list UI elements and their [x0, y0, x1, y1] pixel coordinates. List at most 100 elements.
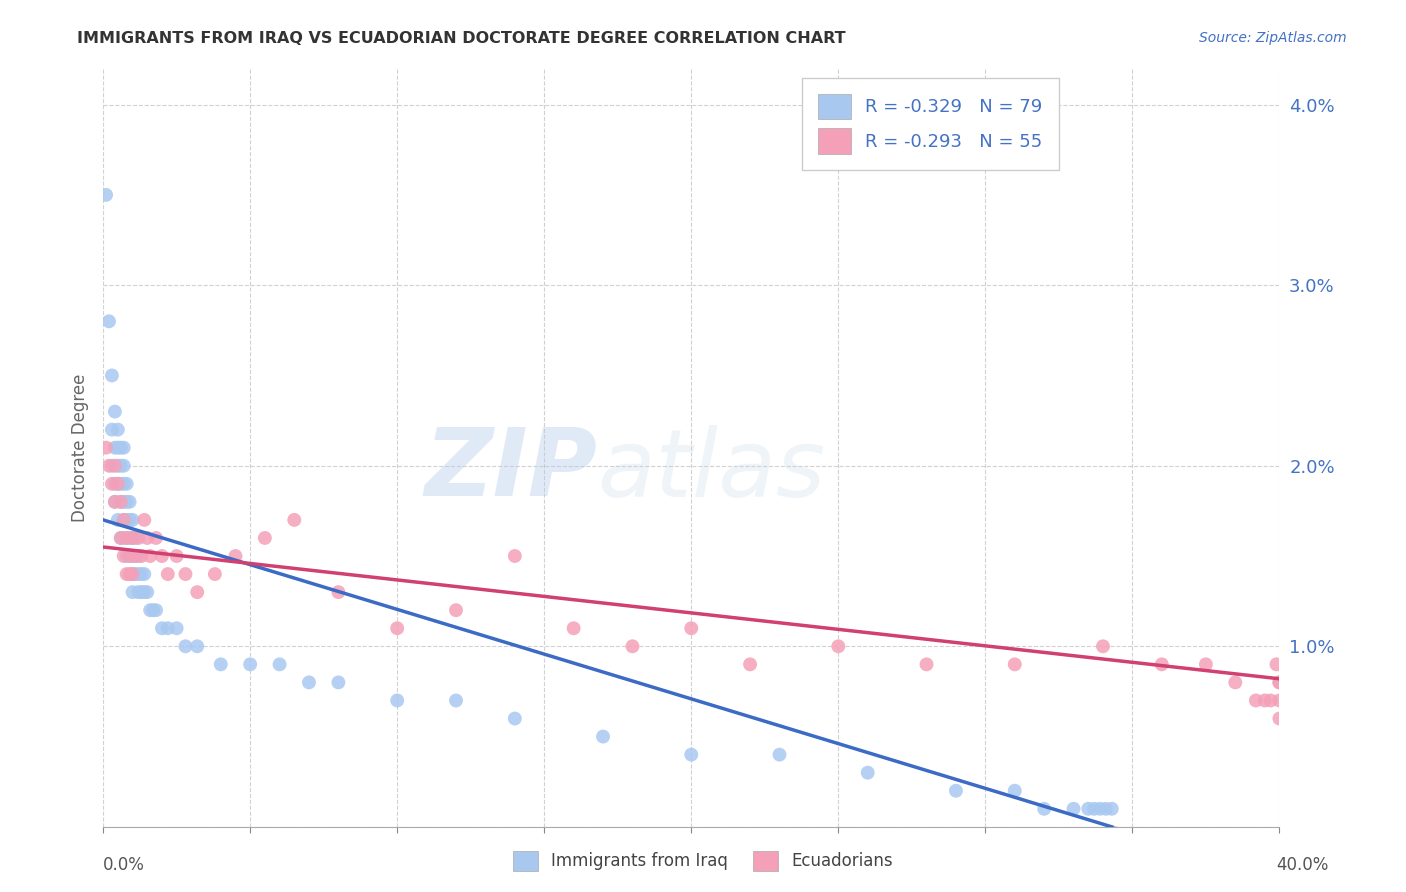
- Point: [283, 513, 305, 527]
- Point: [156, 567, 179, 582]
- Point: [444, 603, 467, 617]
- Point: [115, 549, 138, 563]
- Point: [150, 621, 173, 635]
- Point: [592, 730, 614, 744]
- Point: [107, 513, 129, 527]
- Point: [104, 495, 127, 509]
- Point: [136, 531, 159, 545]
- Text: 40.0%: 40.0%: [1277, 855, 1329, 873]
- Point: [1268, 693, 1291, 707]
- Point: [134, 585, 156, 599]
- Point: [1004, 657, 1026, 672]
- Point: [224, 549, 246, 563]
- Y-axis label: Doctorate Degree: Doctorate Degree: [72, 374, 89, 522]
- Point: [115, 513, 138, 527]
- Point: [1033, 802, 1056, 816]
- Point: [131, 567, 153, 582]
- Point: [107, 441, 129, 455]
- Text: IMMIGRANTS FROM IRAQ VS ECUADORIAN DOCTORATE DEGREE CORRELATION CHART: IMMIGRANTS FROM IRAQ VS ECUADORIAN DOCTO…: [77, 31, 846, 46]
- Point: [104, 458, 127, 473]
- Point: [121, 531, 143, 545]
- Point: [139, 549, 162, 563]
- Point: [856, 765, 879, 780]
- Point: [104, 404, 127, 418]
- Point: [94, 188, 117, 202]
- Point: [112, 476, 135, 491]
- Point: [94, 441, 117, 455]
- Point: [127, 549, 149, 563]
- Text: atlas: atlas: [598, 425, 825, 516]
- Point: [124, 549, 146, 563]
- Point: [98, 314, 121, 328]
- Point: [121, 567, 143, 582]
- Point: [101, 368, 124, 383]
- Point: [204, 567, 226, 582]
- Point: [1265, 657, 1288, 672]
- Point: [131, 549, 153, 563]
- Point: [444, 693, 467, 707]
- Point: [1244, 693, 1267, 707]
- Point: [1268, 675, 1291, 690]
- Point: [115, 476, 138, 491]
- Point: [915, 657, 938, 672]
- Point: [145, 603, 167, 617]
- Point: [110, 458, 132, 473]
- Point: [186, 640, 208, 654]
- Point: [387, 621, 409, 635]
- Point: [124, 567, 146, 582]
- Point: [174, 567, 197, 582]
- Point: [621, 640, 644, 654]
- Point: [107, 476, 129, 491]
- Point: [118, 513, 141, 527]
- Text: Source: ZipAtlas.com: Source: ZipAtlas.com: [1199, 31, 1347, 45]
- Point: [1254, 693, 1277, 707]
- Point: [150, 549, 173, 563]
- Point: [562, 621, 585, 635]
- Point: [110, 531, 132, 545]
- Point: [139, 603, 162, 617]
- Point: [121, 585, 143, 599]
- Point: [110, 441, 132, 455]
- Point: [328, 585, 350, 599]
- Point: [104, 495, 127, 509]
- Legend: R = -0.329   N = 79, R = -0.293   N = 55: R = -0.329 N = 79, R = -0.293 N = 55: [801, 78, 1059, 170]
- Point: [121, 531, 143, 545]
- Point: [1225, 675, 1247, 690]
- Point: [768, 747, 790, 762]
- Point: [328, 675, 350, 690]
- Point: [1260, 693, 1282, 707]
- Point: [1083, 802, 1105, 816]
- Point: [1195, 657, 1218, 672]
- Point: [156, 621, 179, 635]
- Point: [104, 476, 127, 491]
- Point: [110, 476, 132, 491]
- Point: [1088, 802, 1111, 816]
- Point: [118, 495, 141, 509]
- Point: [124, 549, 146, 563]
- Point: [110, 531, 132, 545]
- Point: [174, 640, 197, 654]
- Point: [131, 585, 153, 599]
- Point: [115, 495, 138, 509]
- Point: [115, 531, 138, 545]
- Point: [681, 621, 703, 635]
- Point: [1150, 657, 1173, 672]
- Point: [1077, 802, 1099, 816]
- Point: [107, 476, 129, 491]
- Point: [142, 603, 165, 617]
- Legend: Immigrants from Iraq, Ecuadorians: Immigrants from Iraq, Ecuadorians: [505, 842, 901, 880]
- Point: [945, 783, 967, 797]
- Point: [121, 549, 143, 563]
- Point: [118, 531, 141, 545]
- Point: [503, 712, 526, 726]
- Point: [124, 531, 146, 545]
- Point: [101, 458, 124, 473]
- Point: [121, 513, 143, 527]
- Point: [101, 423, 124, 437]
- Point: [209, 657, 232, 672]
- Point: [112, 458, 135, 473]
- Point: [118, 549, 141, 563]
- Point: [1004, 783, 1026, 797]
- Point: [145, 531, 167, 545]
- Point: [1095, 802, 1118, 816]
